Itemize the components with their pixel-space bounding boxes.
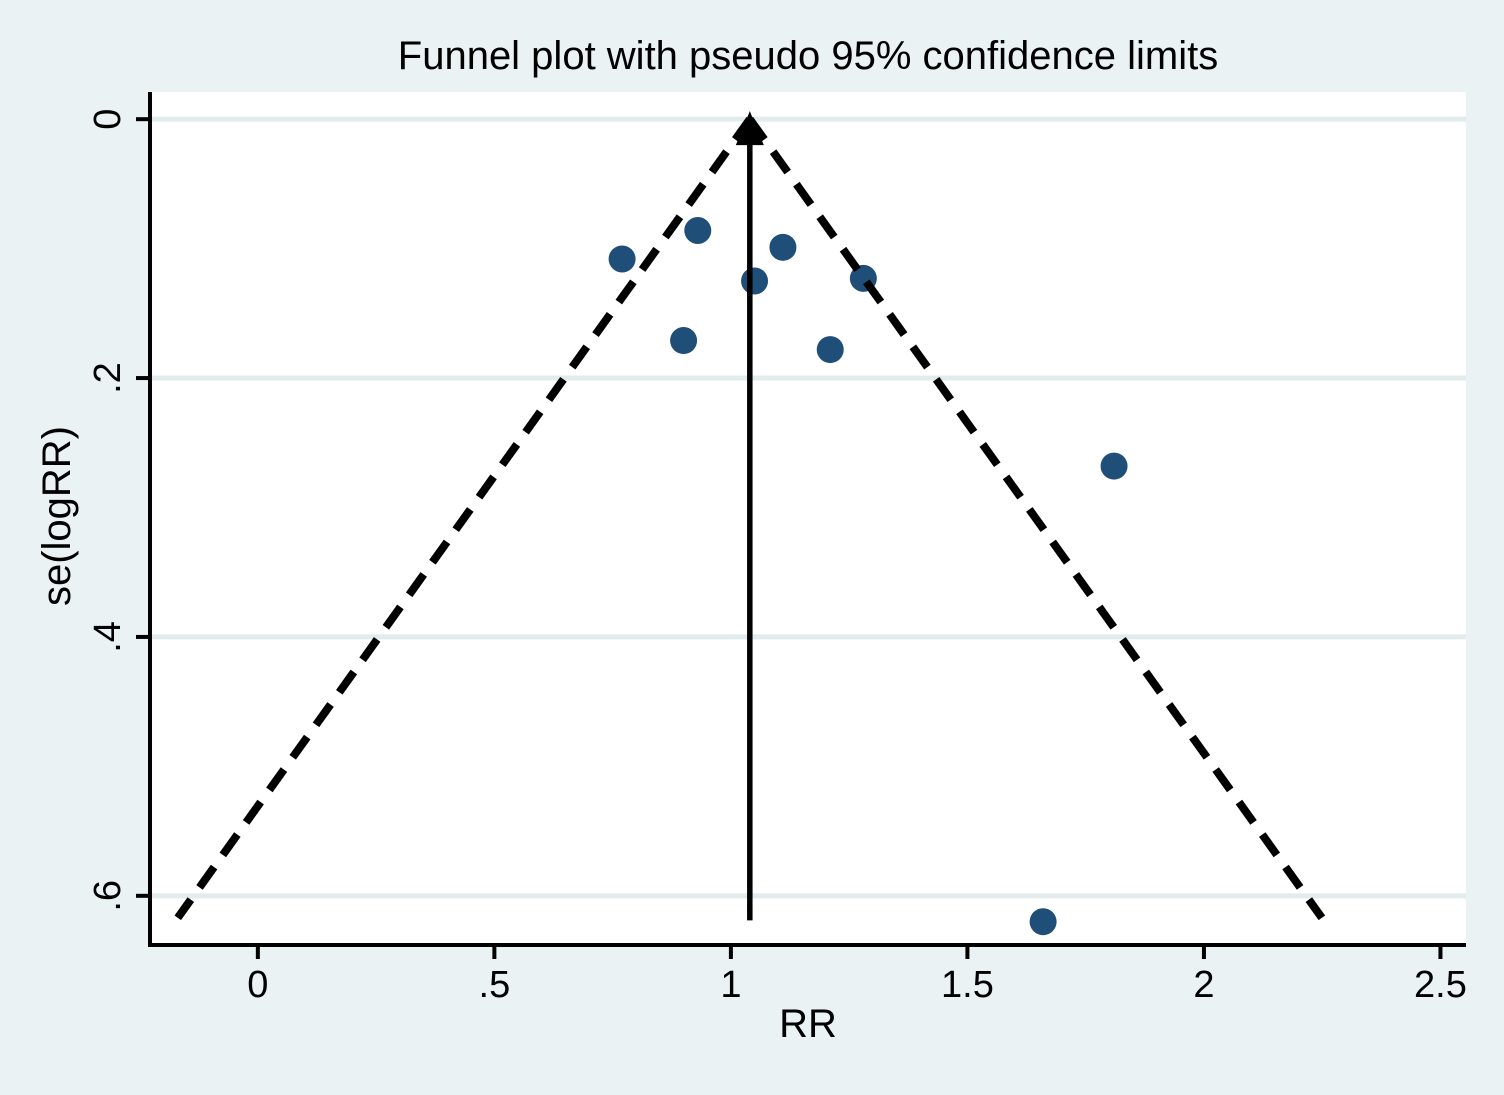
x-tick-label: 1 bbox=[720, 964, 741, 1006]
funnel-ci-line-right bbox=[746, 116, 1326, 921]
x-tick-label: 1.5 bbox=[941, 964, 994, 1006]
y-tick-label: .6 bbox=[87, 880, 129, 912]
data-point bbox=[1029, 908, 1057, 936]
x-tick-label: 2 bbox=[1193, 964, 1214, 1006]
data-point bbox=[608, 245, 636, 273]
y-tick-label: 0 bbox=[87, 109, 129, 130]
x-axis-title: RR bbox=[779, 1002, 837, 1046]
x-tick-label: .5 bbox=[479, 964, 511, 1006]
data-point bbox=[741, 267, 769, 295]
y-tick-label: .2 bbox=[87, 362, 129, 394]
data-point bbox=[816, 336, 844, 364]
data-point bbox=[684, 216, 712, 244]
chart-title: Funnel plot with pseudo 95% confidence l… bbox=[397, 34, 1219, 78]
data-point bbox=[670, 327, 698, 355]
plot-area-background bbox=[150, 92, 1466, 945]
arrowhead-up-icon bbox=[735, 111, 764, 146]
data-point bbox=[1100, 452, 1128, 480]
data-point bbox=[769, 233, 797, 261]
x-tick-label: 2.5 bbox=[1414, 964, 1467, 1006]
funnel-ci-line-left bbox=[174, 116, 754, 921]
y-tick-label: .4 bbox=[87, 621, 129, 653]
x-tick-label: 0 bbox=[247, 964, 268, 1006]
